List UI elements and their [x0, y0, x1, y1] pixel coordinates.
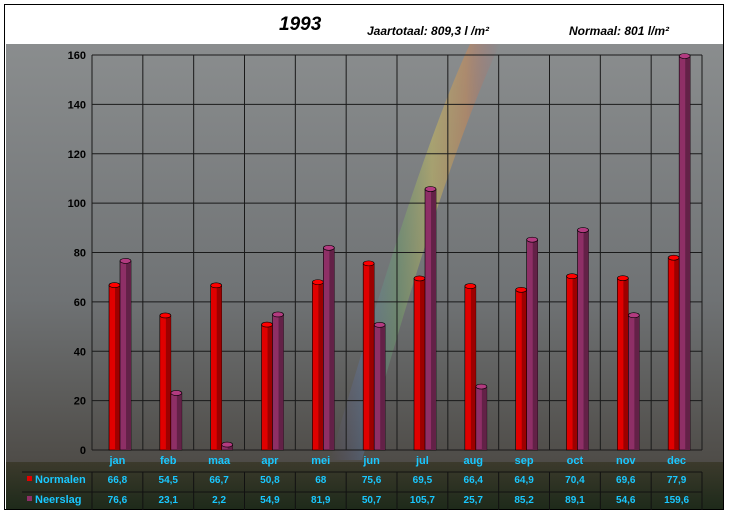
y-tick-label: 100	[68, 198, 86, 210]
x-tick-label: maa	[208, 455, 231, 467]
y-tick-label: 40	[74, 346, 86, 358]
bar-normalen-mei	[312, 279, 324, 451]
table-cell: 66,7	[209, 475, 229, 486]
table-cell: 23,1	[159, 495, 179, 506]
table-cell: 50,7	[362, 495, 382, 506]
y-tick-label: 160	[68, 50, 86, 62]
table-cell: 69,5	[413, 475, 433, 486]
table-cell: 77,9	[667, 475, 687, 486]
table-cell: 54,6	[616, 495, 636, 506]
legend-label: Normalen	[35, 474, 86, 486]
bar-neerslag-maa	[221, 441, 233, 451]
bar-normalen-sep	[515, 286, 527, 451]
bar-neerslag-jul	[424, 186, 437, 451]
bar-normalen-aug	[464, 283, 477, 451]
y-tick-label: 60	[74, 297, 86, 309]
bar-neerslag-dec	[678, 53, 691, 451]
table-cell: 2,2	[212, 495, 226, 506]
x-tick-label: aug	[463, 455, 483, 467]
bar-neerslag-oct	[577, 227, 589, 451]
bars-layer	[108, 53, 691, 451]
bar-normalen-feb	[159, 312, 172, 451]
bar-normalen-jul	[413, 275, 426, 451]
legend-swatch	[27, 496, 32, 501]
x-tick-label: nov	[616, 455, 636, 467]
x-tick-label: feb	[160, 455, 177, 467]
table-cell: 105,7	[410, 495, 435, 506]
table-cell: 69,6	[616, 475, 636, 486]
ground-strip	[6, 462, 723, 509]
bar-neerslag-jun	[373, 322, 386, 451]
bar-normalen-nov	[617, 275, 629, 451]
table-cell: 76,6	[108, 495, 128, 506]
table-cell: 66,8	[108, 475, 128, 486]
table-cell: 66,4	[464, 475, 484, 486]
bar-normalen-apr	[261, 321, 273, 451]
table-cell: 25,7	[464, 495, 484, 506]
bar-neerslag-jan	[119, 258, 132, 451]
table-cell: 64,9	[514, 475, 534, 486]
bar-normalen-maa	[210, 282, 222, 451]
grid-lines	[91, 54, 703, 451]
year-total-label: Jaartotaal: 809,3 l /m²	[367, 24, 490, 38]
table-cell: 54,5	[159, 475, 179, 486]
x-tick-label: jun	[362, 455, 380, 467]
bar-normalen-dec	[667, 254, 680, 451]
normal-total-label: Normaal: 801 l/m²	[569, 24, 670, 38]
table-cell: 89,1	[565, 495, 585, 506]
chart-title: 1993	[279, 14, 322, 35]
y-tick-label: 80	[74, 248, 86, 260]
y-axis-ticks: 0 20 40 60 80 100 120 140 160	[68, 50, 86, 457]
table-cell: 54,9	[260, 495, 280, 506]
bar-neerslag-sep	[526, 236, 538, 451]
x-tick-label: jan	[108, 455, 125, 467]
y-tick-label: 140	[68, 99, 86, 111]
x-tick-label: sep	[515, 455, 534, 467]
legend-swatch	[27, 476, 32, 481]
y-tick-label: 0	[80, 445, 86, 457]
x-tick-label: mei	[311, 455, 330, 467]
month-labels: jan feb maa apr mei jun jul aug sep oct nov dec	[108, 455, 686, 467]
bar-normalen-oct	[566, 273, 578, 451]
table-cell: 159,6	[664, 495, 689, 506]
table-cell: 81,9	[311, 495, 331, 506]
bar-normalen-jun	[362, 260, 375, 451]
table-cell: 68	[315, 475, 327, 486]
bar-neerslag-feb	[170, 390, 183, 451]
y-tick-label: 120	[68, 149, 86, 161]
bar-neerslag-apr	[272, 311, 284, 451]
x-tick-label: dec	[667, 455, 686, 467]
table-cell: 75,6	[362, 475, 382, 486]
bar-neerslag-mei	[323, 245, 335, 451]
data-table: Normalen 66,8 54,5 66,7 50,8 68 75,6 69,5 66,4 64…	[22, 471, 703, 510]
table-cell: 50,8	[260, 475, 280, 486]
x-tick-label: oct	[567, 455, 584, 467]
y-tick-label: 20	[74, 396, 86, 408]
table-cell: 70,4	[565, 475, 585, 486]
table-cell: 85,2	[514, 495, 534, 506]
x-tick-label: jul	[415, 455, 429, 467]
x-tick-label: apr	[261, 455, 279, 467]
bar-neerslag-aug	[475, 383, 488, 451]
bar-neerslag-nov	[628, 312, 640, 451]
bar-normalen-jan	[108, 282, 121, 451]
legend-label: Neerslag	[35, 494, 81, 506]
